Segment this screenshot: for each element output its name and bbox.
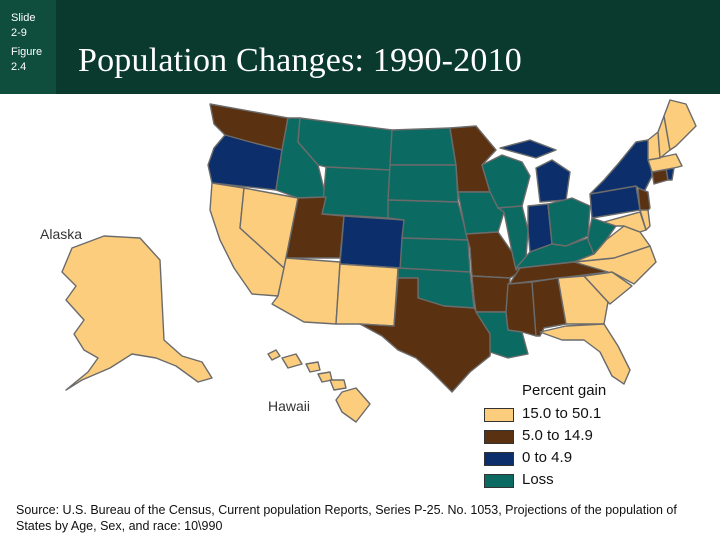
state-OH	[547, 197, 591, 247]
legend-item-label: Loss	[522, 471, 554, 488]
state-WY	[321, 166, 391, 219]
state-ME	[663, 99, 697, 151]
state-ND	[389, 127, 457, 166]
state-MS	[505, 281, 537, 337]
slide-label: Slide	[11, 12, 36, 24]
state-AR	[471, 275, 511, 313]
legend-item-label: 0 to 4.9	[522, 449, 573, 466]
state-TX	[359, 277, 493, 393]
state-OR	[207, 134, 283, 191]
legend-swatch	[484, 430, 514, 444]
state-SD	[387, 164, 459, 203]
slide-number-tag: Slide 2-9 Figure 2.4	[0, 0, 56, 94]
legend-item: 5.0 to 14.9	[484, 426, 684, 446]
legend-item-label: 15.0 to 50.1	[522, 405, 602, 422]
figure-number: 2.4	[11, 61, 27, 73]
state-NY	[589, 139, 653, 195]
state-GA	[557, 275, 609, 325]
slide-number: 2-9	[11, 27, 27, 39]
alaska-label: Alaska	[40, 226, 83, 242]
legend-item: Loss	[484, 470, 684, 490]
state-WV	[587, 217, 617, 255]
state-DE	[639, 209, 651, 231]
figure-label: Figure	[11, 46, 43, 58]
state-NM	[335, 263, 399, 327]
state-IA	[457, 191, 505, 235]
state-CO	[339, 215, 405, 269]
legend-title: Percent gain	[522, 382, 607, 399]
legend-swatch	[484, 474, 514, 488]
legend-item: 15.0 to 50.1	[484, 404, 684, 424]
legend-swatch	[484, 408, 514, 422]
legend-item-label: 5.0 to 14.9	[522, 427, 593, 444]
state-WI	[481, 154, 531, 209]
legend-item: 0 to 4.9	[484, 448, 684, 468]
source-note: Source: U.S. Bureau of the Census, Curre…	[16, 503, 677, 533]
state-KS	[399, 237, 471, 273]
state-AK	[61, 235, 213, 391]
state-MI	[499, 139, 571, 203]
title-bar: Slide 2-9 Figure 2.4 Population Changes:…	[0, 0, 720, 94]
page-title: Population Changes: 1990-2010	[78, 42, 522, 79]
hawaii-label: Hawaii	[268, 398, 311, 414]
state-FL	[539, 323, 631, 385]
us-map	[61, 99, 697, 423]
state-HI	[267, 349, 371, 423]
legend-swatch	[484, 452, 514, 466]
